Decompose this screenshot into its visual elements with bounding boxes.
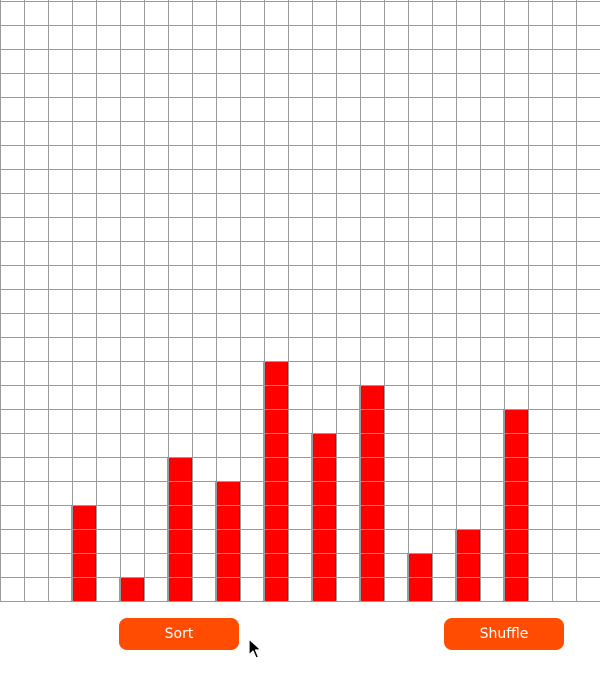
bar-chart-grid [0, 0, 600, 602]
bar-7 [359, 385, 385, 602]
grid-lines [0, 0, 600, 602]
bar-9 [455, 529, 481, 602]
bar-chart [0, 0, 600, 602]
bar-6 [311, 433, 337, 602]
sort-button[interactable]: Sort [119, 618, 239, 650]
shuffle-button[interactable]: Shuffle [444, 618, 564, 650]
chart-background [0, 0, 600, 602]
bar-2 [119, 577, 145, 602]
bar-4 [215, 481, 241, 602]
arrow-pointer-icon [248, 638, 262, 659]
